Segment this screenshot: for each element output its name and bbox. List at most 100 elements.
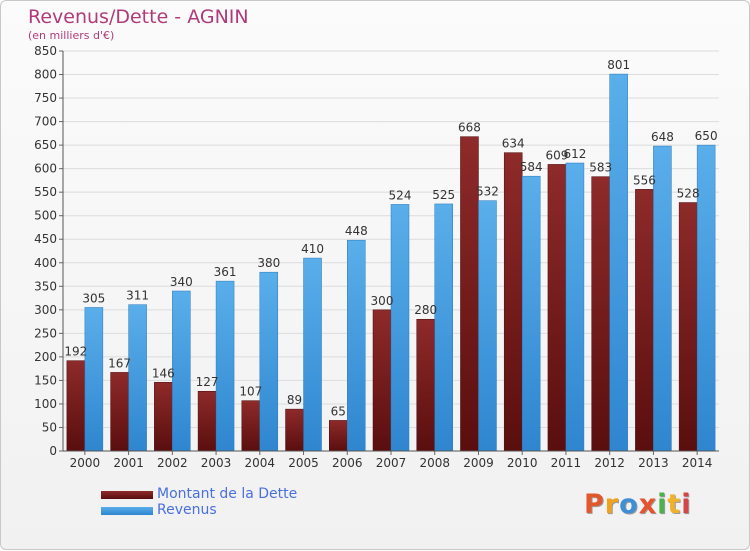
data-label-revenus-2002: 340 [170,275,193,289]
data-label-dette-2012: 583 [589,161,612,175]
bar-revenus-2001 [128,304,147,452]
y-tick-label: 50 [42,420,57,434]
bar-revenus-2004 [259,271,279,452]
x-tick-label: 2013 [638,456,669,470]
logo-letter: o [619,489,639,520]
y-tick-label: 550 [34,185,57,199]
x-tick-label: 2005 [288,456,319,470]
x-tick-label: 2010 [507,456,538,470]
y-tick-label: 150 [34,373,57,387]
bar-revenus-2013 [653,145,672,452]
x-tick-label: 2000 [70,456,101,470]
bar-dette-2000 [66,360,86,452]
legend-swatch-revenus [101,507,153,515]
legend-label-dette: Montant de la Dette [157,486,298,502]
data-label-revenus-2007: 524 [389,188,412,202]
brand-logo: Proxiti [584,489,692,520]
data-label-dette-2005: 89 [287,393,302,407]
bar-revenus-2005 [303,257,322,452]
bar-revenus-2000 [84,307,104,452]
x-tick-label: 2001 [113,456,144,470]
axes [62,51,719,452]
legend-swatch-dette [101,491,153,499]
logo-letter: t [667,489,682,520]
data-label-revenus-2008: 525 [432,188,455,202]
data-label-dette-2003: 127 [196,375,219,389]
y-tick-label: 650 [34,138,57,152]
legend-label-revenus: Revenus [157,502,217,518]
data-labels: 192 305 167 311 146 340 127 361 107 380 89 410 65 448… [64,58,717,418]
x-tick-label: 2002 [157,456,188,470]
y-tick-label: 100 [34,397,57,411]
bar-revenus-2008 [434,203,453,452]
bar-dette-2012 [591,176,610,452]
y-tick-label: 750 [34,91,57,105]
y-tick-label: 200 [34,350,57,364]
y-tick-label: 500 [34,209,57,223]
bar-dette-2007 [372,309,392,452]
x-tick-label: 2006 [332,456,363,470]
bar-dette-2003 [197,390,217,452]
data-label-revenus-2014: 650 [695,129,718,143]
data-label-revenus-2010: 584 [520,160,543,174]
data-label-revenus-2013: 648 [651,130,674,144]
data-label-dette-2001: 167 [108,356,131,370]
data-label-dette-2013: 556 [633,173,656,187]
chart-subtitle: (en milliers d'€) [28,29,115,42]
y-tick-label: 0 [49,444,57,458]
bar-revenus-2003 [215,280,235,452]
data-label-dette-2007: 300 [371,294,394,308]
y-tick-label: 800 [34,68,57,82]
logo-letter: x [638,489,658,520]
bar-dette-2005 [285,408,304,452]
data-label-revenus-2011: 612 [563,147,586,161]
data-label-dette-2009: 668 [458,121,481,135]
bar-dette-2011 [547,164,567,452]
data-label-dette-2014: 528 [677,187,700,201]
data-label-revenus-2001: 311 [126,289,149,303]
data-label-revenus-2004: 380 [257,256,280,270]
bar-revenus-2002 [172,290,191,452]
bar-revenus-2014 [696,144,716,452]
x-tick-label: 2014 [682,456,713,470]
data-label-dette-2004: 107 [239,385,262,399]
bar-dette-2004 [241,400,261,452]
data-label-dette-2006: 65 [331,404,346,418]
y-tick-label: 300 [34,303,57,317]
x-tick-label: 2012 [594,456,625,470]
data-label-dette-2008: 280 [414,303,437,317]
chart-title: Revenus/Dette - AGNIN [28,6,249,28]
bar-revenus-2009 [478,200,497,452]
data-label-revenus-2012: 801 [607,58,630,72]
bar-dette-2010 [503,152,523,452]
x-tick-label: 2003 [201,456,232,470]
bar-dette-2014 [678,202,698,452]
x-tick-label: 2009 [463,456,494,470]
data-label-dette-2002: 146 [152,366,175,380]
data-label-revenus-2003: 361 [214,265,237,279]
logo-letter: P [584,489,605,520]
y-tick-label: 250 [34,326,57,340]
y-tick-label: 850 [34,44,57,58]
y-tick-label: 350 [34,279,57,293]
logo-letter: r [604,489,620,520]
y-tick-label: 600 [34,162,57,176]
bar-revenus-2011 [565,162,585,452]
data-label-revenus-2005: 410 [301,242,324,256]
data-label-dette-2011: 609 [545,148,568,162]
logo-letter: i [681,489,692,520]
data-label-revenus-2000: 305 [82,291,105,305]
bar-revenus-2012 [609,73,628,452]
logo-letter: i [657,489,668,520]
y-tick-label: 450 [34,232,57,246]
data-label-dette-2010: 634 [502,137,525,151]
x-tick-label: 2004 [245,456,276,470]
x-tick-label: 2007 [376,456,407,470]
bar-revenus-2010 [521,175,541,452]
y-axis-ticks: 0 50 100 150 200 250 300 350 400 450 500 550 600 650 7… [34,44,63,458]
x-tick-label: 2008 [419,456,450,470]
data-label-revenus-2009: 532 [476,185,499,199]
bar-dette-2001 [110,372,129,452]
